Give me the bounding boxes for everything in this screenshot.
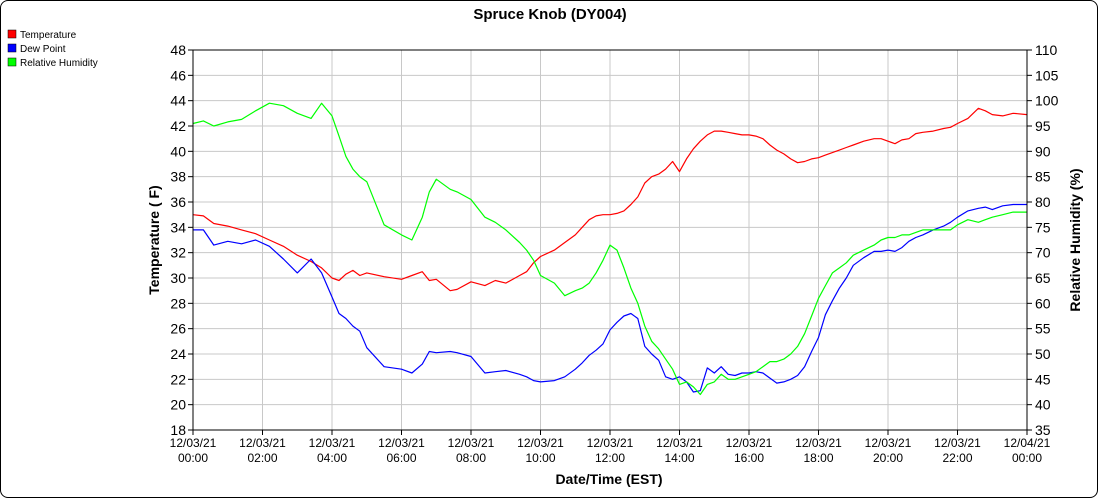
y-axis-right-label: Relative Humidity (%): [1067, 168, 1083, 311]
y-left-tick-label: 38: [170, 169, 186, 185]
x-tick-time: 06:00: [386, 451, 416, 465]
legend-label-relative-humidity: Relative Humidity: [20, 58, 98, 69]
y-left-tick-label: 48: [170, 42, 186, 58]
legend: Temperature Dew Point Relative Humidity: [7, 29, 98, 69]
y-right-tick-label: 40: [1035, 397, 1051, 413]
legend-swatch-temperature: [7, 29, 17, 39]
x-tick-time: 08:00: [456, 451, 486, 465]
y-right-tick-label: 85: [1035, 169, 1051, 185]
legend-swatch-dew-point: [7, 43, 17, 53]
x-tick-date: 12/03/21: [517, 436, 564, 450]
y-left-tick-label: 22: [170, 371, 186, 387]
y-right-tick-label: 60: [1035, 295, 1051, 311]
y-left-tick-label: 34: [170, 219, 186, 235]
x-tick-time: 20:00: [873, 451, 903, 465]
y-right-tick-label: 105: [1035, 67, 1059, 83]
y-right-tick-label: 100: [1035, 93, 1059, 109]
x-tick-date: 12/03/21: [726, 436, 773, 450]
x-tick-time: 00:00: [178, 451, 208, 465]
x-axis-ticks: 12/03/2100:0012/03/2102:0012/03/2104:001…: [170, 430, 1051, 465]
y-left-tick-label: 26: [170, 321, 186, 337]
legend-label-dew-point: Dew Point: [20, 44, 66, 55]
y-right-tick-label: 90: [1035, 143, 1051, 159]
y-right-tick-label: 65: [1035, 270, 1051, 286]
plot-area: [192, 49, 1028, 431]
x-tick-date: 12/03/21: [239, 436, 286, 450]
series-lines: [192, 102, 1028, 396]
y-left-tick-label: 24: [170, 346, 186, 362]
x-tick-time: 04:00: [317, 451, 347, 465]
legend-swatch-relative-humidity: [7, 57, 17, 67]
x-tick-time: 18:00: [803, 451, 833, 465]
y-left-tick-label: 44: [170, 93, 186, 109]
y-right-tick-label: 80: [1035, 194, 1051, 210]
x-tick-date: 12/03/21: [795, 436, 842, 450]
x-tick-time: 00:00: [1012, 451, 1042, 465]
x-tick-time: 22:00: [942, 451, 972, 465]
y-right-tick-label: 110: [1035, 42, 1058, 58]
y-left-tick-label: 40: [170, 143, 186, 159]
x-tick-time: 02:00: [247, 451, 277, 465]
x-tick-date: 12/03/21: [934, 436, 981, 450]
y-right-tick-label: 35: [1035, 422, 1051, 438]
x-tick-date: 12/04/21: [1004, 436, 1051, 450]
y-left-tick-label: 46: [170, 67, 186, 83]
x-tick-date: 12/03/21: [378, 436, 425, 450]
y-axis-right-ticks: 35 40 45 50 55 60 65 70 75 80 85 90 95 100 105 110: [1027, 42, 1059, 438]
y-right-tick-label: 45: [1035, 371, 1051, 387]
grid: [192, 49, 1028, 431]
y-axis-left-label: Temperature ( F): [146, 185, 162, 294]
chart-title: Spruce Knob (DY004): [473, 6, 626, 23]
y-left-tick-label: 36: [170, 194, 186, 210]
x-tick-date: 12/03/21: [656, 436, 703, 450]
x-tick-date: 12/03/21: [170, 436, 217, 450]
series-line-relative-humidity: [192, 102, 1027, 396]
x-tick-date: 12/03/21: [587, 436, 634, 450]
y-left-tick-label: 28: [170, 295, 186, 311]
x-axis-label: Date/Time (EST): [555, 471, 662, 487]
x-tick-time: 16:00: [734, 451, 764, 465]
x-tick-time: 10:00: [525, 451, 555, 465]
y-right-tick-label: 95: [1035, 118, 1051, 134]
y-left-tick-label: 42: [170, 118, 186, 134]
y-left-tick-label: 20: [170, 397, 186, 413]
y-left-tick-label: 30: [170, 270, 186, 286]
y-right-tick-label: 75: [1035, 219, 1051, 235]
series-line-dew-point: [193, 203, 1027, 393]
y-right-tick-label: 55: [1035, 321, 1051, 337]
x-tick-date: 12/03/21: [309, 436, 356, 450]
y-axis-left-ticks: 18 20 22 24 26 28 30 32 34 36 38 40 42 44 46 48: [170, 42, 193, 438]
x-tick-date: 12/03/21: [448, 436, 495, 450]
legend-label-temperature: Temperature: [20, 30, 77, 41]
series-line-temperature: [192, 107, 1028, 292]
y-left-tick-label: 32: [170, 245, 186, 261]
y-right-tick-label: 70: [1035, 245, 1051, 261]
x-tick-date: 12/03/21: [865, 436, 912, 450]
y-left-tick-label: 18: [170, 422, 186, 438]
y-right-tick-label: 50: [1035, 346, 1051, 362]
x-tick-time: 14:00: [664, 451, 694, 465]
x-tick-time: 12:00: [595, 451, 625, 465]
